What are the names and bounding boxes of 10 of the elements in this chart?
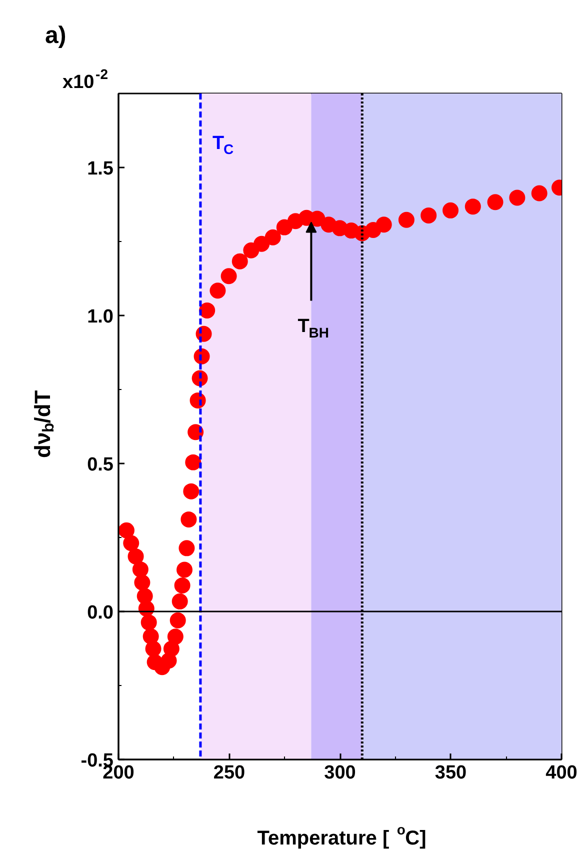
x-tick-label: 250	[213, 762, 246, 784]
y-tick-label: 1.0	[87, 306, 114, 328]
y-tick-label: 1.5	[87, 158, 114, 180]
x-tick-label: 350	[434, 762, 467, 784]
text: a)	[44, 22, 66, 49]
y-tick-label: 0.5	[87, 454, 114, 476]
y-tick-label: 0.0	[87, 602, 114, 624]
y-axis-title: dνb/dT	[30, 390, 58, 458]
x-tick-label: 400	[546, 762, 578, 784]
x-tick-label: 300	[324, 762, 356, 784]
